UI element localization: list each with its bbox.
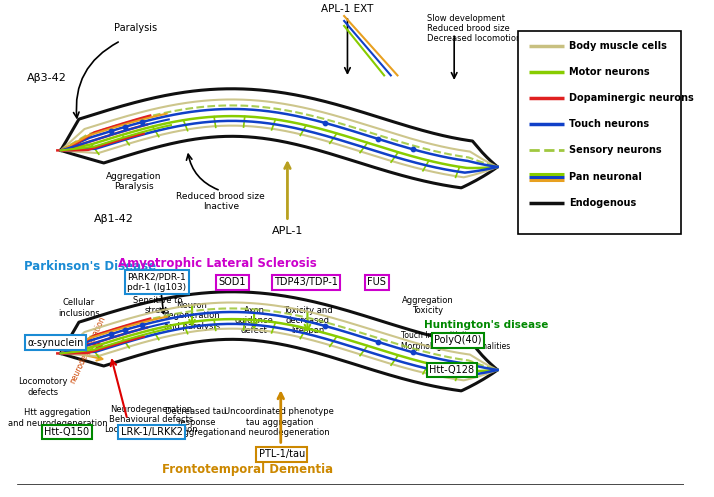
Text: Reduced brood size
Inactive: Reduced brood size Inactive (176, 192, 265, 211)
Text: Axon
guidance
defect: Axon guidance defect (235, 306, 273, 335)
Text: Parkinson's Disease: Parkinson's Disease (24, 259, 156, 272)
Point (373, 135, 384, 143)
Point (136, 321, 148, 329)
Point (119, 123, 131, 131)
Text: TDP43/TDP-1: TDP43/TDP-1 (274, 277, 338, 287)
Text: Neurodegeneration
Behavioural defects
Locomotordysfunction: Neurodegeneration Behavioural defects Lo… (104, 405, 198, 434)
Text: FUS: FUS (368, 277, 386, 287)
Text: Endogenous: Endogenous (569, 198, 636, 208)
Text: Neuron
degeneration
and paralysis: Neuron degeneration and paralysis (164, 301, 221, 331)
Point (136, 118, 148, 126)
Text: Pan neuronal: Pan neuronal (569, 171, 642, 181)
Point (320, 322, 331, 330)
Text: Huntington's disease: Huntington's disease (424, 321, 548, 331)
Text: Aβ3-42: Aβ3-42 (27, 73, 67, 83)
Text: α-synuclein: α-synuclein (27, 338, 84, 348)
Polygon shape (61, 89, 498, 188)
Text: PTL-1/tau: PTL-1/tau (258, 449, 305, 459)
Point (106, 127, 117, 135)
Text: Htt-Q128: Htt-Q128 (430, 365, 475, 375)
Text: Locomotory
defects: Locomotory defects (18, 377, 67, 397)
Polygon shape (61, 292, 498, 391)
Point (407, 145, 418, 153)
Point (106, 330, 117, 338)
Text: Cellular
inclusions: Cellular inclusions (58, 298, 99, 318)
Point (407, 348, 418, 356)
Point (373, 338, 384, 346)
Text: Htt-Q150: Htt-Q150 (44, 427, 89, 437)
Text: APL-1: APL-1 (272, 227, 303, 237)
FancyBboxPatch shape (518, 31, 681, 234)
Text: Motor neurons: Motor neurons (569, 67, 650, 77)
Text: PolyQ(40): PolyQ(40) (434, 335, 482, 345)
Text: Aβ1-42: Aβ1-42 (94, 214, 134, 224)
Text: neurodegeneration: neurodegeneration (68, 315, 107, 386)
Text: Sensory neurons: Sensory neurons (569, 146, 662, 156)
Text: Sensitive to
stress: Sensitive to stress (133, 296, 182, 315)
Text: Decreased tau
response
tau aggregation: Decreased tau response tau aggregation (162, 407, 230, 437)
Text: Touch neurons: Touch neurons (569, 119, 649, 129)
Text: Touch Insensitivity
Morphological abnormalities: Touch Insensitivity Morphological abnorm… (401, 331, 510, 351)
Text: APL-1 EXT: APL-1 EXT (321, 3, 373, 13)
Point (320, 119, 331, 127)
Point (119, 326, 131, 334)
Text: Frontotemporal Dementia: Frontotemporal Dementia (162, 463, 333, 476)
Text: Uncoordinated phenotype
tau aggregation
and neurodegeneration: Uncoordinated phenotype tau aggregation … (224, 407, 334, 437)
Text: Dopaminergic neurons: Dopaminergic neurons (569, 93, 693, 103)
Text: Htt aggregation
and neurodegeneration: Htt aggregation and neurodegeneration (8, 408, 107, 427)
Text: PARK2/PDR-1
pdr-1 (lg103): PARK2/PDR-1 pdr-1 (lg103) (127, 273, 186, 292)
Text: Amyotrophic Lateral Sclerosis: Amyotrophic Lateral Sclerosis (118, 257, 317, 270)
Text: Body muscle cells: Body muscle cells (569, 41, 667, 51)
Text: Aggregation
Paralysis: Aggregation Paralysis (106, 172, 162, 191)
Text: Paralysis: Paralysis (114, 23, 157, 33)
Text: LRK-1/LRKK2: LRK-1/LRKK2 (121, 427, 183, 437)
Text: SOD1: SOD1 (218, 277, 246, 287)
Text: Toxicity and
decreased
lifespan: Toxicity and decreased lifespan (283, 306, 332, 335)
Text: Aggregation
Toxicity: Aggregation Toxicity (401, 296, 453, 315)
Text: Slow development
Reduced brood size
Decreased locomotion: Slow development Reduced brood size Decr… (428, 13, 522, 43)
